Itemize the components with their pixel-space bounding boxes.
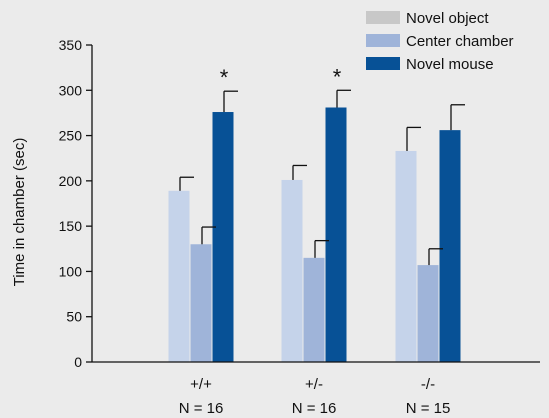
bar [417,265,439,362]
bar [190,244,212,362]
bar [168,190,190,362]
x-sample-size-label: N = 16 [292,400,337,417]
annotations: * * [220,64,342,90]
bar [212,112,234,362]
significance-marker: * [333,64,342,89]
legend-label: Novel object [406,10,489,27]
legend-swatch [366,11,400,24]
y-tick-label: 50 [66,309,82,325]
y-axis-ticks: 0 50 100 150 200 250 300 350 [59,37,92,370]
y-tick-label: 0 [74,354,82,370]
legend: Novel object Center chamber Novel mouse [366,10,514,73]
error-bars [179,89,465,266]
x-category-label: -/- [421,376,435,393]
x-sample-size-label: N = 15 [406,400,451,417]
legend-swatch [366,57,400,70]
legend-label: Novel mouse [406,56,494,73]
bar [439,130,461,362]
axes [91,45,540,363]
y-tick-label: 250 [59,128,83,144]
bar [395,150,417,362]
x-category-label: +/+ [190,376,212,393]
y-tick-label: 200 [59,173,83,189]
x-sample-size-label: N = 16 [179,400,224,417]
bar [325,107,347,362]
category-labels: +/+ N = 16 +/- N = 16 -/- N = 15 [179,376,451,417]
bars [168,107,461,362]
y-tick-label: 300 [59,82,83,98]
significance-marker: * [220,65,229,90]
legend-swatch [366,34,400,47]
y-tick-label: 100 [59,263,83,279]
legend-label: Center chamber [406,33,514,50]
y-axis-label: Time in chamber (sec) [11,138,28,287]
y-tick-label: 150 [59,218,83,234]
bar [281,179,303,362]
x-category-label: +/- [305,376,323,393]
bar [303,257,325,362]
y-tick-label: 350 [59,37,83,53]
